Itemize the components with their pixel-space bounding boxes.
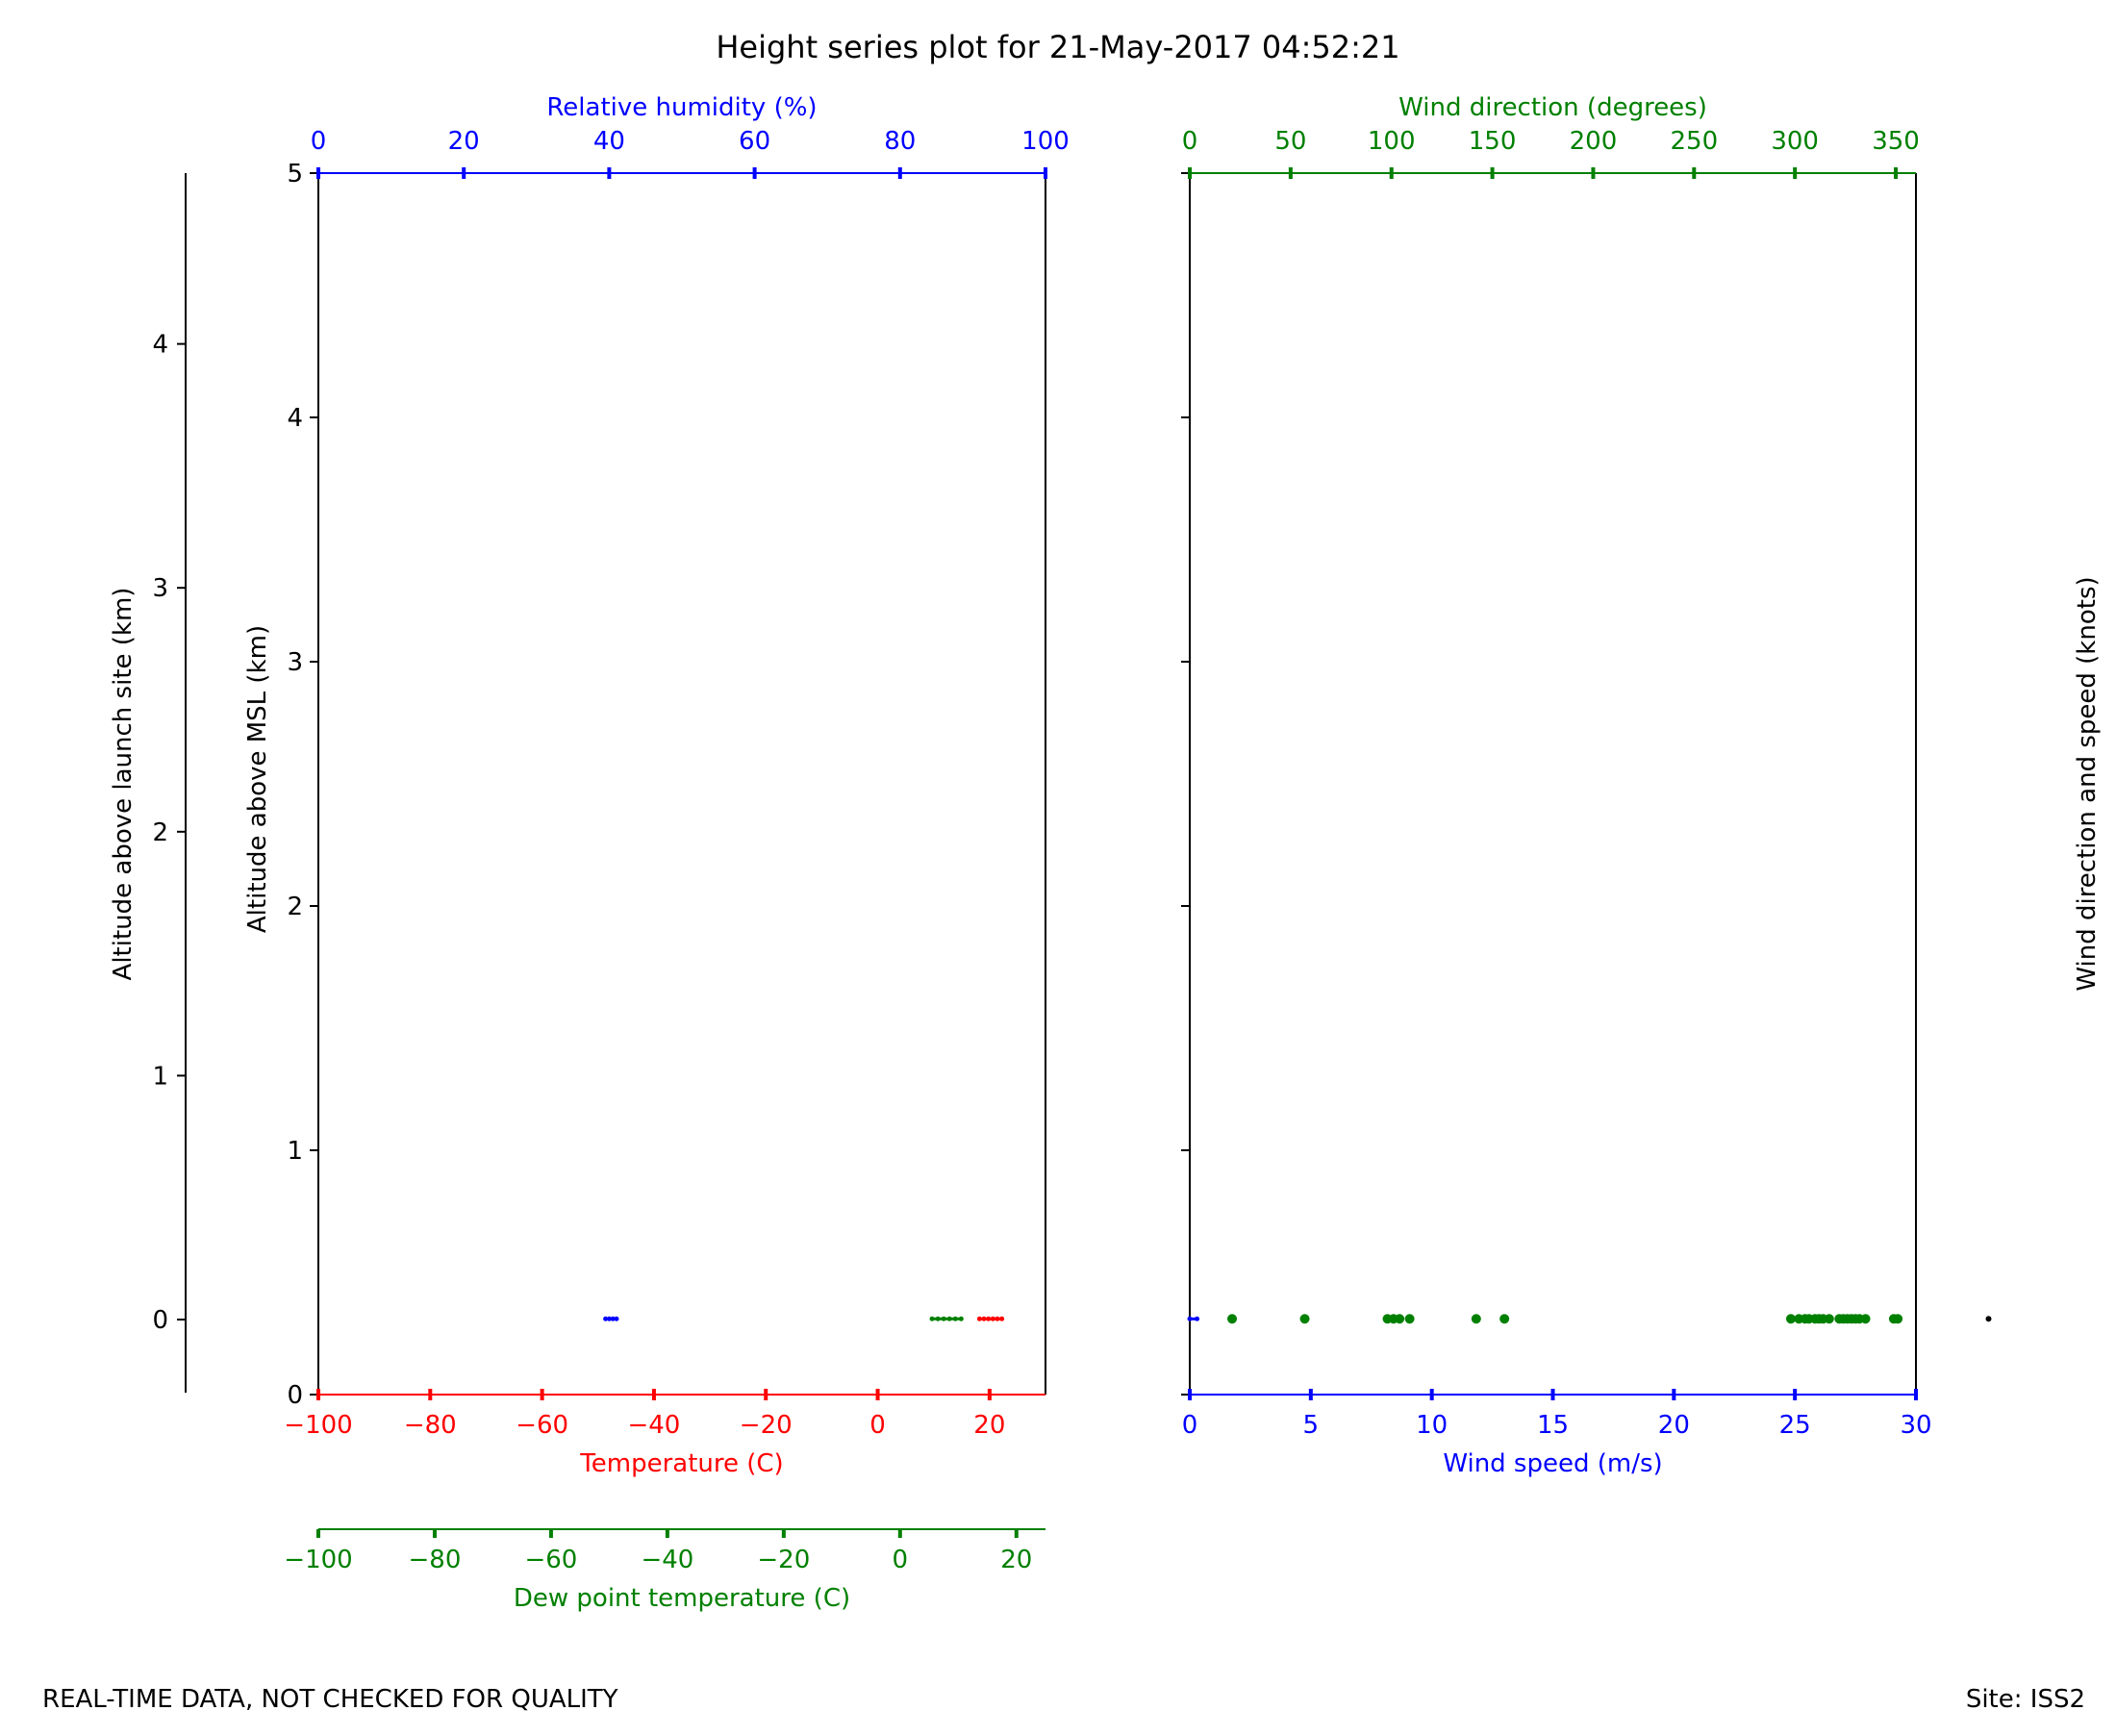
dewpoint-tick-label: 0: [893, 1546, 909, 1574]
msl-axis-label: Altitude above MSL (km): [243, 625, 272, 933]
dewpoint-point: [958, 1316, 964, 1321]
temperature-tick-label: −40: [627, 1411, 680, 1440]
dewpoint-point: [935, 1316, 941, 1321]
chart-title: Height series plot for 21-May-2017 04:52…: [716, 29, 1399, 65]
launch-site-tick-label: 2: [152, 818, 168, 847]
temperature-point: [976, 1316, 982, 1321]
temperature-tick-label: −60: [516, 1411, 568, 1440]
wind-direction-point: [1471, 1314, 1481, 1324]
dewpoint-tick-label: −20: [757, 1546, 810, 1574]
dewpoint-tick-label: −40: [641, 1546, 693, 1574]
wind-direction-point: [1299, 1314, 1310, 1324]
temperature-point: [986, 1316, 992, 1321]
msl-tick-label: 0: [287, 1381, 303, 1410]
wind-direction-tick-label: 300: [1771, 127, 1819, 156]
temperature-point: [981, 1316, 987, 1321]
wind-speed-axis-label: Wind speed (m/s): [1443, 1449, 1662, 1478]
wind-direction-tick-label: 100: [1368, 127, 1416, 156]
dewpoint-tick-label: −60: [524, 1546, 577, 1574]
humidity-point: [614, 1316, 619, 1321]
wind-direction-tick-label: 350: [1872, 127, 1920, 156]
temperature-point: [990, 1316, 995, 1321]
wind-direction-tick-label: 150: [1469, 127, 1517, 156]
wind-speed-point: [1187, 1316, 1193, 1321]
dewpoint-tick-label: 20: [1000, 1546, 1032, 1574]
dewpoint-tick-label: −80: [409, 1546, 462, 1574]
wind-right-axis-label: Wind direction and speed (knots): [2073, 576, 2102, 991]
humidity-tick-label: 60: [739, 127, 770, 156]
humidity-point: [606, 1316, 612, 1321]
dewpoint-point: [952, 1316, 958, 1321]
wind-barb-point: [1985, 1316, 1992, 1322]
temperature-point: [999, 1316, 1005, 1321]
temperature-axis-label: Temperature (C): [579, 1449, 783, 1478]
wind-direction-point: [1404, 1314, 1415, 1324]
footer-site-label: Site: ISS2: [1966, 1685, 2085, 1714]
wind-direction-point: [1499, 1314, 1510, 1324]
msl-tick-label: 3: [287, 648, 303, 677]
dewpoint-tick-label: −100: [284, 1546, 352, 1574]
wind-direction-axis-label: Wind direction (degrees): [1398, 93, 1707, 122]
wind-direction-point: [1785, 1314, 1796, 1324]
launch-site-tick-label: 3: [152, 574, 168, 603]
wind-direction-point: [1893, 1314, 1903, 1324]
wind-direction-point: [1227, 1314, 1238, 1324]
humidity-tick-label: 20: [448, 127, 480, 156]
msl-tick-label: 2: [287, 893, 303, 921]
dewpoint-point: [941, 1316, 946, 1321]
msl-tick-label: 1: [287, 1137, 303, 1166]
wind-speed-tick-label: 5: [1303, 1411, 1320, 1440]
launch-site-tick-label: 1: [152, 1062, 168, 1091]
msl-tick-label: 4: [287, 404, 303, 433]
temperature-tick-label: −100: [284, 1411, 352, 1440]
wind-direction-tick-label: 250: [1670, 127, 1718, 156]
temperature-tick-label: −20: [740, 1411, 793, 1440]
humidity-tick-label: 0: [311, 127, 327, 156]
wind-speed-tick-label: 20: [1658, 1411, 1690, 1440]
humidity-tick-label: 40: [593, 127, 625, 156]
humidity-axis-label: Relative humidity (%): [546, 93, 817, 122]
wind-direction-point: [1860, 1314, 1871, 1324]
dewpoint-axis-label: Dew point temperature (C): [514, 1584, 850, 1613]
wind-direction-tick-label: 200: [1570, 127, 1618, 156]
launch-site-tick-label: 0: [152, 1306, 168, 1335]
wind-speed-tick-label: 25: [1779, 1411, 1811, 1440]
humidity-point: [603, 1316, 609, 1321]
temperature-point: [995, 1316, 1000, 1321]
wind-speed-tick-label: 15: [1537, 1411, 1569, 1440]
msl-tick-label: 5: [287, 160, 303, 189]
wind-speed-point: [1195, 1316, 1200, 1321]
humidity-point: [610, 1316, 616, 1321]
humidity-tick-label: 80: [884, 127, 916, 156]
wind-speed-tick-label: 30: [1900, 1411, 1931, 1440]
footer-quality-note: REAL-TIME DATA, NOT CHECKED FOR QUALITY: [42, 1685, 618, 1714]
dewpoint-point: [929, 1316, 935, 1321]
humidity-tick-label: 100: [1021, 127, 1070, 156]
wind-direction-tick-label: 50: [1274, 127, 1306, 156]
launch-site-tick-label: 4: [152, 331, 168, 360]
temperature-tick-label: 20: [973, 1411, 1005, 1440]
wind-speed-tick-label: 0: [1182, 1411, 1198, 1440]
wind-speed-tick-label: 10: [1416, 1411, 1448, 1440]
wind-direction-tick-label: 0: [1182, 127, 1198, 156]
wind-direction-point: [1824, 1314, 1834, 1324]
temperature-tick-label: 0: [869, 1411, 886, 1440]
launch-site-axis-label: Altitude above launch site (km): [109, 588, 138, 981]
temperature-tick-label: −80: [404, 1411, 457, 1440]
dewpoint-point: [946, 1316, 952, 1321]
wind-direction-point: [1395, 1314, 1405, 1324]
